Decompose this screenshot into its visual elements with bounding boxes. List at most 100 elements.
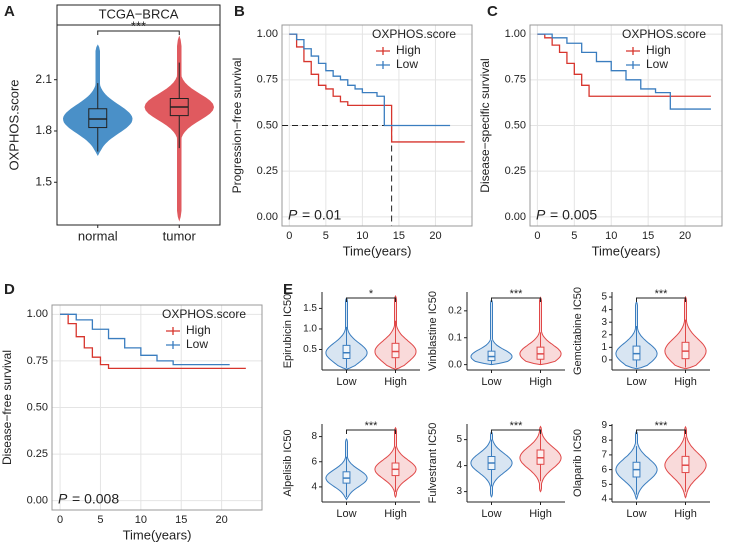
y-tick-label: 0.1 [448, 332, 462, 343]
legend-label: Low [186, 337, 208, 351]
y-tick-label: 3 [601, 317, 607, 328]
y-tick-label: 0.00 [257, 211, 278, 223]
plot-frame [56, 24, 221, 226]
y-tick-label: 4 [601, 494, 607, 505]
legend-title: OXPHOS.score [372, 27, 456, 41]
y-tick-label: 2 [601, 329, 607, 340]
significance-bracket [491, 297, 541, 302]
y-tick-label: 0.0 [448, 359, 462, 370]
significance-bracket [636, 429, 686, 434]
significance-bracket [491, 429, 541, 434]
y-tick-label: 0.00 [27, 495, 48, 507]
y-tick-label: 1.5 [35, 174, 52, 188]
y-tick-label: 6 [311, 456, 317, 467]
x-axis-label: Time(years) [123, 527, 192, 542]
y-tick-label: 1.00 [27, 308, 48, 320]
y-tick-label: 4 [601, 304, 607, 315]
legend-key [626, 47, 640, 55]
x-tick-label: 5 [571, 230, 577, 242]
significance-label: * [369, 288, 374, 300]
x-tick-label: Low [336, 376, 356, 388]
y-tick-label: 8 [311, 431, 317, 442]
y-tick-label: 6 [601, 464, 607, 475]
x-tick-label: Low [481, 376, 501, 388]
y-tick-label: 0.50 [257, 119, 278, 131]
y-axis-label: Gemcitabine IC50 [572, 287, 584, 375]
y-tick-label: 5 [601, 479, 607, 490]
x-tick-label: 10 [135, 514, 147, 526]
significance-label: *** [655, 420, 669, 432]
x-tick-label: 15 [393, 230, 405, 242]
y-axis-label: Disease−specific survival [478, 58, 492, 192]
y-tick-label: 1.00 [257, 28, 278, 40]
legend-label: High [646, 43, 671, 57]
legend-label: High [396, 43, 421, 57]
panel-letter: E [283, 281, 293, 298]
x-tick-label: 5 [323, 230, 329, 242]
y-tick-label: 9 [601, 420, 607, 431]
plot-frame [51, 304, 263, 511]
y-axis-label: Progression−free survival [230, 58, 244, 194]
y-tick-label: 0.75 [27, 355, 48, 367]
x-tick-label: High [529, 376, 552, 388]
survival-curve [289, 33, 451, 127]
y-tick-label: 4 [456, 460, 462, 471]
legend-label: Low [396, 57, 418, 71]
legend-key [166, 327, 180, 335]
significance-label: *** [655, 288, 669, 300]
panel-letter: C [487, 3, 498, 20]
x-tick-label: 0 [534, 230, 540, 242]
p-value: = 0.005 [550, 207, 597, 223]
p-value: = 0.01 [302, 207, 342, 223]
x-tick-label: Low [626, 508, 646, 520]
significance-label: *** [510, 420, 524, 432]
significance-label: *** [131, 18, 146, 33]
y-axis-label: Disease−free survival [0, 350, 14, 465]
x-tick-label: 15 [175, 514, 187, 526]
x-tick-label: High [384, 376, 407, 388]
y-tick-label: 0.25 [505, 165, 526, 177]
y-tick-label: 4 [311, 482, 317, 493]
legend-key [376, 47, 390, 55]
y-tick-label: 0 [601, 355, 607, 366]
y-tick-label: 0.5 [303, 344, 317, 355]
y-tick-label: 1.0 [303, 324, 317, 335]
p-symbol: P [58, 491, 68, 507]
chart-title: TCGA−BRCA [99, 6, 179, 21]
significance-label: *** [510, 288, 524, 300]
x-tick-label: High [674, 508, 697, 520]
significance-bracket [346, 429, 396, 434]
y-tick-label: 0.25 [257, 165, 278, 177]
box [391, 342, 400, 359]
y-tick-label: 5 [601, 292, 607, 303]
x-axis-label: Time(years) [343, 243, 412, 258]
panel-letter: A [4, 3, 15, 20]
y-tick-label: 1 [601, 342, 607, 353]
legend-label: Low [646, 57, 668, 71]
x-tick-label: High [384, 508, 407, 520]
p-symbol: P [288, 207, 298, 223]
legend-key [166, 341, 180, 349]
y-tick-label: 0.50 [505, 119, 526, 131]
y-axis-label: Vinblastine IC50 [427, 291, 439, 371]
x-tick-label: 20 [679, 230, 691, 242]
x-tick-label: 10 [356, 230, 368, 242]
survival-curve [537, 33, 711, 110]
x-tick-label: Low [626, 376, 646, 388]
y-tick-label: 0.2 [448, 305, 462, 316]
x-tick-label: High [674, 376, 697, 388]
p-value: = 0.008 [72, 491, 119, 507]
x-tick-label: normal [78, 228, 118, 243]
survival-curve [60, 313, 230, 366]
y-axis-label: Olaparib IC50 [572, 429, 584, 497]
legend-key [626, 61, 640, 69]
box [342, 344, 351, 360]
y-tick-label: 1.8 [35, 123, 52, 137]
y-tick-label: 8 [601, 435, 607, 446]
legend-title: OXPHOS.score [162, 307, 246, 321]
x-tick-label: 0 [286, 230, 292, 242]
y-tick-label: 7 [601, 450, 607, 461]
y-tick-label: 1.00 [505, 28, 526, 40]
y-tick-label: 3 [456, 486, 462, 497]
